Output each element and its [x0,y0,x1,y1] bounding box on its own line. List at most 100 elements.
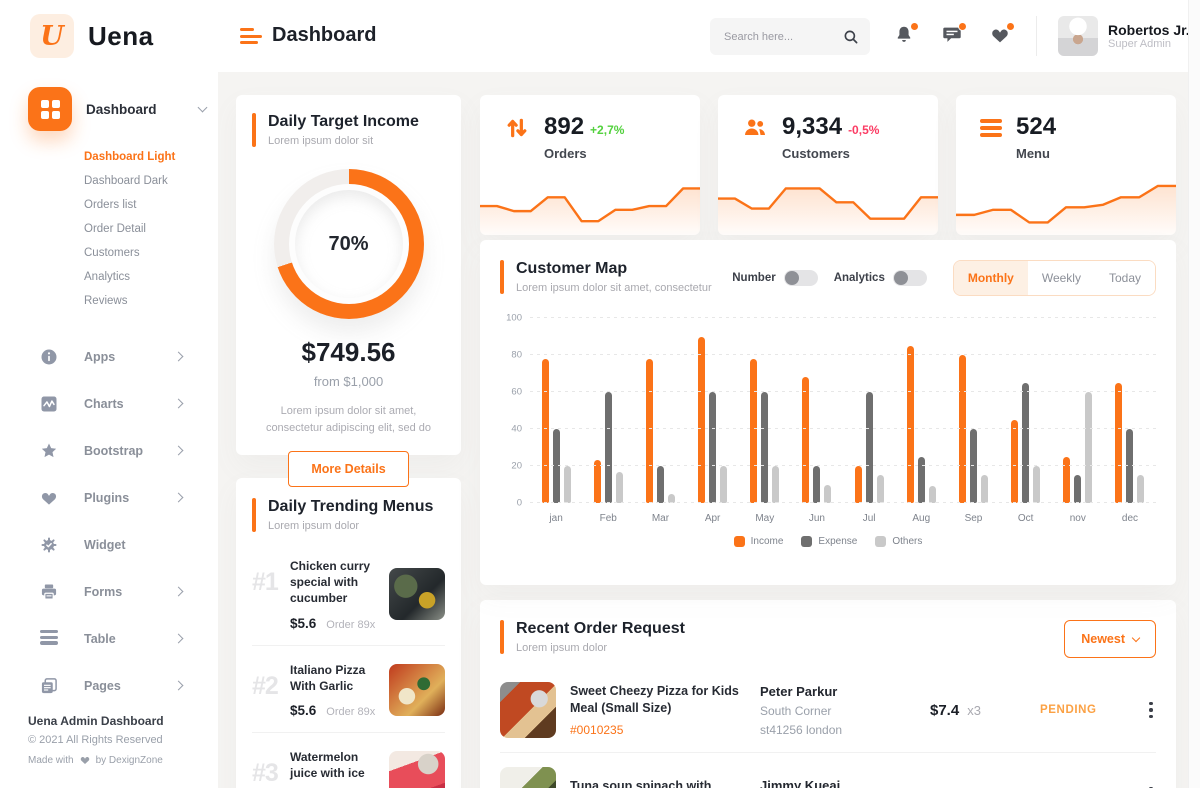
list-item[interactable]: #1 Chicken curry special with cucumber $… [252,542,445,646]
sidebar-item-plugins[interactable]: Plugins [0,474,218,521]
card-header: Daily Trending Menus Lorem ipsum dolor [252,498,445,532]
x-tick-label: May [755,513,775,524]
customer-map-plot [530,317,1156,503]
gridline [530,317,1156,318]
search-icon[interactable] [842,28,860,46]
recent-order-request-card: Recent Order Request Lorem ipsum dolor N… [480,600,1176,788]
bar-income-Jul [854,466,862,503]
accent-bar [252,498,256,532]
brand-logo[interactable]: U Uena [30,14,154,58]
y-tick-label: 80 [511,349,522,361]
bar-expense-jan [552,429,560,503]
stat-value: 524 [1016,113,1057,140]
bar-others-nov [1085,392,1093,503]
more-details-button[interactable]: More Details [288,451,409,488]
bell-icon[interactable] [893,22,919,48]
bar-others-Feb [615,471,623,503]
number-toggle[interactable]: Number [732,270,818,286]
scrollbar[interactable] [1188,0,1200,788]
search-box[interactable] [710,18,870,55]
order-photo [500,682,556,738]
gridline [530,391,1156,392]
sidebar-item-apps[interactable]: Apps [0,333,218,380]
heart-icon [38,488,60,508]
customers-sparkline-chart [718,169,938,235]
bar-expense-Sep [969,429,977,503]
menu-bars-icon [980,119,1002,140]
submenu-dashboard-dark[interactable]: Dashboard Dark [84,175,168,187]
bar-expense-Apr [709,392,717,503]
bar-expense-Mar [656,466,664,503]
sidebar-item-charts[interactable]: Charts [0,380,218,427]
bar-others-Jul [876,475,884,503]
toggle-label: Analytics [833,272,885,284]
sidebar-item-forms[interactable]: Forms [0,568,218,615]
daily-target-income-card: Daily Target Income Lorem ipsum dolor si… [236,95,461,488]
submenu-orders-list[interactable]: Orders list [84,199,137,211]
bar-others-Jun [824,484,832,503]
chat-icon[interactable] [941,22,967,48]
user-menu[interactable]: Robertos Jr. Super Admin [1058,16,1190,56]
avatar [1058,16,1098,56]
tab-weekly[interactable]: Weekly [1027,261,1095,295]
logo-letter: U [40,20,64,52]
toggle-switch[interactable] [892,270,927,286]
bar-group-Aug [895,318,947,503]
list-item[interactable]: #2 Italiano Pizza With Garlic $5.6 Order… [252,646,445,733]
status-badge: PENDING [1040,704,1097,716]
toggle-label: Number [732,272,776,284]
sidebar-item-pages[interactable]: Pages [0,662,218,709]
kebab-menu-icon[interactable] [1136,701,1166,719]
table-row[interactable]: Sweet Cheezy Pizza for Kids Meal (Small … [500,668,1156,753]
search-input[interactable] [724,30,834,43]
legend-swatch [733,536,745,547]
bar-others-Oct [1033,466,1041,503]
bar-income-Apr [698,336,706,503]
donut-chart-wrap: 70% [273,169,424,319]
heart-icon[interactable] [989,22,1015,48]
footer-app-name: Uena Admin Dashboard [28,714,164,728]
sidebar-item-dashboard[interactable]: Dashboard [28,87,218,131]
hamburger-menu-icon[interactable] [240,28,262,44]
swap-arrows-icon [504,115,530,146]
submenu-customers[interactable]: Customers [84,247,140,259]
sidebar-item-widget[interactable]: Widget [0,521,218,568]
legend-item-expense: Expense [801,536,857,547]
x-tick-label: dec [1121,513,1139,524]
x-tick-label: nov [1069,513,1086,524]
sidebar-item-label: Plugins [84,490,130,505]
chevron-right-icon [173,586,184,597]
tab-today[interactable]: Today [1094,261,1155,295]
submenu-dashboard-light[interactable]: Dashboard Light [84,151,176,163]
x-tick-label: Mar [651,513,670,524]
target-from: from $1,000 [313,374,384,389]
accent-bar [500,620,504,654]
sidebar-item-label: Table [84,631,116,646]
tab-monthly[interactable]: Monthly [953,261,1028,295]
orders-sparkline-chart [480,169,700,235]
x-tick-label: Apr [704,513,721,524]
sidebar-item-bootstrap[interactable]: Bootstrap [0,427,218,474]
list-item[interactable]: #3 Watermelon juice with ice $5.6 Order … [252,733,445,788]
card-header: Daily Target Income Lorem ipsum dolor si… [252,113,445,147]
legend-swatch [875,536,887,547]
x-tick-label: jan [549,513,563,524]
analytics-toggle[interactable]: Analytics [834,270,927,286]
submenu-reviews[interactable]: Reviews [84,295,128,307]
table-row[interactable]: Tuna soup spinach with himalaya salt Jim… [500,753,1156,788]
bar-group-May [739,318,791,503]
bar-income-May [750,358,758,503]
chevron-down-icon [197,102,207,113]
newest-sort-button[interactable]: Newest [1064,620,1156,658]
bar-income-Jun [802,377,810,503]
bar-group-dec [1104,318,1156,503]
sidebar-item-table[interactable]: Table [0,615,218,662]
kebab-menu-icon[interactable] [1136,786,1166,788]
submenu-analytics[interactable]: Analytics [84,271,131,283]
order-id: #0010235 [570,723,624,738]
submenu-order-detail[interactable]: Order Detail [84,223,146,235]
bar-income-nov [1063,456,1071,503]
sidebar-item-label: Forms [84,584,123,599]
stat-label: Customers [782,146,850,161]
toggle-switch[interactable] [783,270,818,286]
